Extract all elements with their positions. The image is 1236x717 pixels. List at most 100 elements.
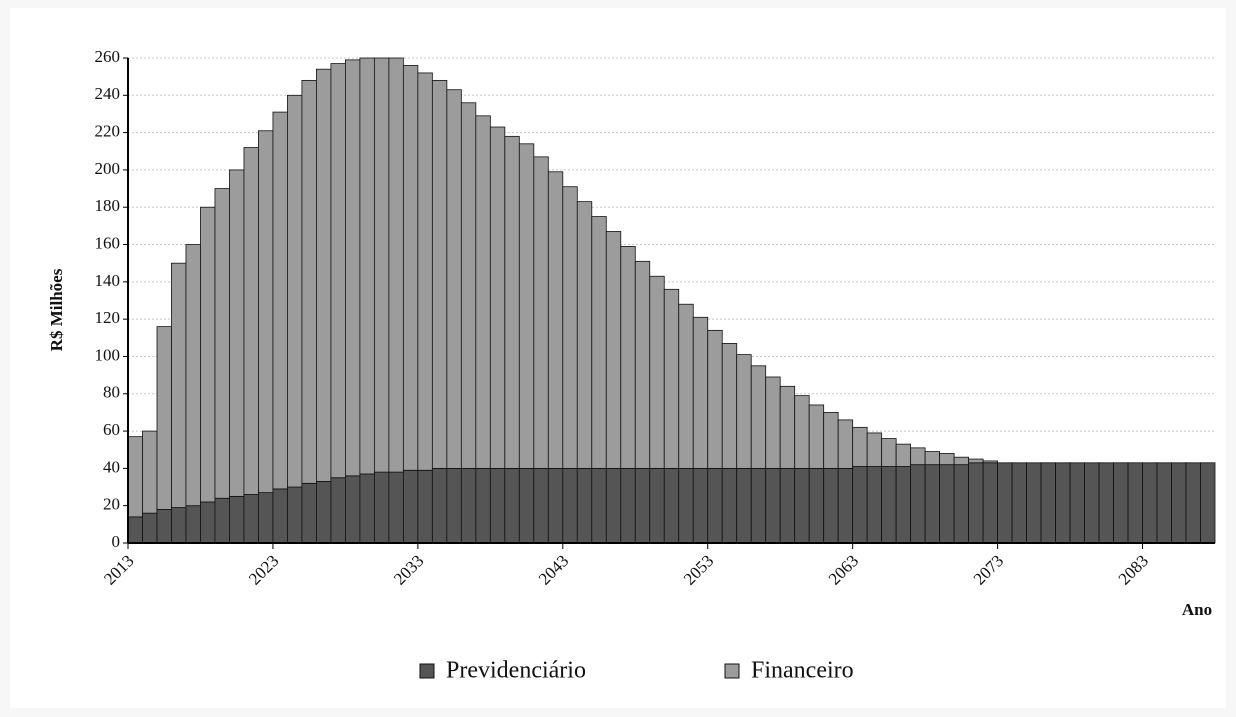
bar-segment bbox=[127, 516, 143, 544]
y-tick-label: 140 bbox=[95, 271, 121, 290]
bar-segment bbox=[243, 494, 259, 544]
bar-segment bbox=[649, 275, 665, 469]
bar-segment bbox=[808, 404, 825, 469]
bar-segment bbox=[968, 462, 984, 544]
bar-segment bbox=[779, 385, 796, 469]
bar-segment bbox=[287, 486, 303, 544]
bar-segment bbox=[504, 135, 520, 469]
y-tick-label: 200 bbox=[95, 159, 121, 178]
bar-segment bbox=[576, 201, 593, 469]
bar-segment bbox=[417, 469, 433, 544]
bar-segment bbox=[823, 467, 839, 544]
legend-swatch bbox=[419, 663, 435, 679]
bar-segment bbox=[316, 481, 332, 544]
bar-segment bbox=[359, 473, 375, 544]
bar-segment bbox=[287, 94, 303, 488]
bar-segment bbox=[460, 467, 477, 544]
bar-segment bbox=[779, 467, 796, 544]
bar-segment bbox=[1084, 462, 1100, 544]
bar-segment bbox=[591, 216, 607, 469]
bar-segment bbox=[663, 288, 680, 469]
bar-segment bbox=[533, 156, 549, 469]
bar-segment bbox=[620, 467, 636, 544]
y-tick-label: 180 bbox=[95, 196, 121, 215]
bar-segment bbox=[301, 482, 317, 544]
bar-segment bbox=[489, 126, 506, 469]
bar-segment bbox=[229, 495, 245, 544]
y-tick-label: 80 bbox=[103, 383, 120, 402]
bar-segment bbox=[953, 456, 970, 466]
bar-segment bbox=[171, 507, 187, 544]
y-tick-label: 120 bbox=[95, 308, 121, 327]
bar-segment bbox=[1142, 462, 1158, 544]
bar-segment bbox=[547, 467, 564, 544]
bar-segment bbox=[402, 65, 419, 471]
bar-segment bbox=[721, 467, 738, 544]
y-tick-label: 20 bbox=[103, 495, 120, 514]
bar-segment bbox=[910, 447, 926, 466]
bar-segment bbox=[794, 467, 810, 544]
bar-segment bbox=[939, 464, 955, 544]
bar-segment bbox=[808, 467, 825, 544]
bar-segment bbox=[1055, 462, 1071, 544]
bar-segment bbox=[316, 68, 332, 482]
bar-segment bbox=[171, 262, 187, 508]
bar-segment bbox=[736, 467, 752, 544]
bar-segment bbox=[866, 466, 883, 544]
bar-segment bbox=[939, 453, 955, 466]
bar-segment bbox=[997, 462, 1013, 544]
bar-segment bbox=[330, 63, 346, 479]
legend-swatch bbox=[724, 663, 740, 679]
bar-segment bbox=[373, 57, 390, 473]
bar-segment bbox=[765, 376, 781, 469]
bar-segment bbox=[1185, 462, 1201, 544]
bar-segment bbox=[634, 260, 651, 469]
bar-segment bbox=[707, 329, 723, 469]
bar-segment bbox=[707, 467, 723, 544]
y-tick-label: 40 bbox=[103, 457, 120, 476]
bar-segment bbox=[301, 79, 317, 484]
bar-segment bbox=[605, 467, 622, 544]
bar-segment bbox=[721, 343, 738, 469]
bar-segment bbox=[953, 464, 970, 544]
bar-segment bbox=[185, 244, 201, 507]
bar-segment bbox=[895, 443, 912, 467]
bar-segment bbox=[634, 467, 651, 544]
bar-segment bbox=[968, 458, 984, 464]
bar-segment bbox=[1127, 462, 1143, 544]
y-axis-label: R$ Milhões bbox=[47, 268, 66, 351]
bar-segment bbox=[200, 501, 216, 544]
bar-segment bbox=[750, 467, 767, 544]
bar-segment bbox=[823, 412, 839, 469]
bar-segment bbox=[982, 460, 999, 464]
bar-segment bbox=[562, 467, 578, 544]
bar-segment bbox=[142, 512, 158, 544]
bar-segment bbox=[692, 316, 709, 469]
bar-segment bbox=[547, 171, 564, 469]
bar-segment bbox=[605, 231, 622, 469]
bar-segment bbox=[200, 206, 216, 503]
bar-segment bbox=[765, 467, 781, 544]
bar-segment bbox=[1200, 462, 1216, 544]
bar-segment bbox=[837, 467, 854, 544]
bar-segment bbox=[663, 467, 680, 544]
bar-segment bbox=[678, 303, 694, 469]
y-tick-label: 240 bbox=[95, 84, 121, 103]
bar-segment bbox=[837, 419, 854, 469]
bar-segment bbox=[431, 79, 448, 469]
bar-segment bbox=[272, 111, 288, 490]
bar-segment bbox=[258, 492, 274, 544]
bar-segment bbox=[185, 505, 201, 544]
bar-segment bbox=[258, 130, 274, 494]
bar-segment bbox=[881, 438, 897, 467]
bar-segment bbox=[344, 475, 361, 544]
bar-segment bbox=[344, 59, 361, 477]
bar-segment bbox=[127, 436, 143, 518]
bar-segment bbox=[649, 467, 665, 544]
bar-segment bbox=[562, 186, 578, 469]
y-tick-label: 100 bbox=[95, 345, 121, 364]
bar-segment bbox=[388, 57, 404, 473]
bar-segment bbox=[852, 466, 868, 544]
bar-segment bbox=[402, 469, 419, 544]
bar-segment bbox=[518, 143, 535, 469]
